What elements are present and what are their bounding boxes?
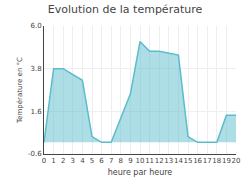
svg-text:18: 18 xyxy=(212,157,221,165)
svg-text:7: 7 xyxy=(109,157,113,165)
svg-text:0: 0 xyxy=(42,157,46,165)
svg-text:20: 20 xyxy=(232,157,241,165)
svg-text:3: 3 xyxy=(71,157,75,165)
svg-text:2: 2 xyxy=(61,157,65,165)
svg-text:10: 10 xyxy=(136,157,145,165)
svg-text:Evolution de la température: Evolution de la température xyxy=(48,3,203,16)
svg-text:1: 1 xyxy=(51,157,55,165)
svg-text:-0.6: -0.6 xyxy=(28,150,42,158)
svg-text:heure par heure: heure par heure xyxy=(108,168,173,177)
svg-text:Température en °C: Température en °C xyxy=(16,57,24,124)
svg-text:5: 5 xyxy=(90,157,94,165)
svg-text:15: 15 xyxy=(184,157,193,165)
svg-text:12: 12 xyxy=(155,157,164,165)
svg-text:16: 16 xyxy=(193,157,202,165)
svg-text:8: 8 xyxy=(119,157,123,165)
svg-text:17: 17 xyxy=(203,157,212,165)
svg-text:14: 14 xyxy=(174,157,183,165)
svg-text:6.0: 6.0 xyxy=(30,22,41,30)
svg-text:13: 13 xyxy=(164,157,173,165)
svg-text:19: 19 xyxy=(222,157,231,165)
svg-text:1.6: 1.6 xyxy=(30,108,42,116)
svg-text:4: 4 xyxy=(80,157,85,165)
svg-text:6: 6 xyxy=(99,157,104,165)
svg-text:9: 9 xyxy=(128,157,132,165)
svg-text:11: 11 xyxy=(145,157,154,165)
svg-text:3.8: 3.8 xyxy=(30,65,41,73)
